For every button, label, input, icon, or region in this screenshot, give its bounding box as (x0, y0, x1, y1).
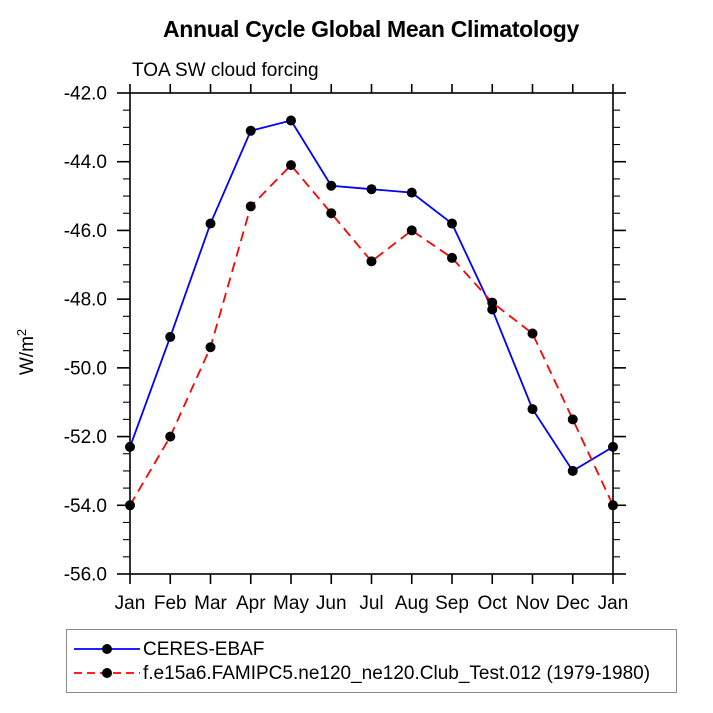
x-tick-label: Jun (316, 593, 347, 614)
model-line (129, 163, 614, 506)
x-tick-label: Nov (516, 593, 550, 614)
y-axis-label-base: W/m (17, 336, 38, 375)
y-tick-label: -50.0 (64, 358, 107, 379)
data-point (165, 331, 176, 342)
x-tick-label: Oct (477, 593, 507, 614)
y-tick-label: -54.0 (64, 496, 107, 517)
data-point (205, 218, 216, 229)
y-tick-label: -56.0 (64, 565, 107, 586)
legend-marker-icon (102, 668, 112, 678)
data-point (366, 256, 377, 267)
x-tick-label: Sep (435, 593, 469, 614)
data-point (447, 252, 457, 263)
data-point (245, 201, 256, 212)
data-point (125, 500, 135, 511)
data-point (406, 225, 417, 236)
x-tick-label: Jul (359, 593, 383, 614)
data-point (487, 304, 498, 315)
legend-marker-icon (102, 644, 112, 654)
data-point (165, 431, 176, 442)
data-point (286, 115, 296, 126)
chart-title: Annual Cycle Global Mean Climatology (163, 16, 580, 42)
legend-box: CERES-EBAF f.e15a6.FAMIPC5.ne120_ne120.C… (66, 629, 677, 693)
y-axis-label: W/m2 (14, 329, 38, 375)
plot-axes: -42.0 -44.0 -46.0 -48.0 -50.0 -52.0 -54.0 -56.0… (64, 84, 629, 615)
legend-entry-ceres: CERES-EBAF (71, 640, 676, 659)
chart-subtitle: TOA SW cloud forcing (132, 60, 319, 81)
data-point (447, 218, 457, 229)
data-point (567, 414, 578, 425)
y-tick-label: -44.0 (64, 152, 107, 173)
x-tick-label: Jan (598, 593, 629, 614)
series-layer (125, 115, 618, 511)
plot-frame (129, 92, 614, 575)
x-tick-label: May (273, 593, 309, 614)
data-point (567, 465, 578, 476)
x-tick-label: Mar (194, 593, 227, 614)
legend-entry-model: f.e15a6.FAMIPC5.ne120_ne120.Club_Test.01… (71, 664, 676, 683)
data-point (608, 441, 618, 452)
legend-label-ceres: CERES-EBAF (143, 638, 265, 660)
data-point (326, 208, 337, 219)
data-point (366, 184, 377, 195)
x-tick-label: Dec (556, 593, 590, 614)
x-tick-label: Feb (154, 593, 187, 614)
x-tick-label: Aug (395, 593, 429, 614)
legend-dashed-line-sample (74, 668, 140, 678)
data-point (406, 187, 417, 198)
legend-solid-line-sample (74, 644, 140, 654)
y-axis-label-exponent: 2 (14, 329, 29, 336)
data-point (487, 297, 498, 308)
legend-label-model: f.e15a6.FAMIPC5.ne120_ne120.Club_Test.01… (143, 662, 651, 684)
x-tick-label: Apr (236, 593, 266, 614)
y-tick-label: -48.0 (64, 290, 107, 311)
y-tick-label: -46.0 (64, 221, 107, 242)
y-tick-label: -52.0 (64, 427, 107, 448)
x-tick-label: Jan (115, 593, 146, 614)
data-point (205, 342, 216, 353)
data-point (527, 328, 538, 339)
ceres-line (129, 119, 614, 473)
data-point (245, 125, 256, 136)
data-point (527, 404, 538, 415)
data-point (608, 500, 618, 511)
data-point (125, 441, 135, 452)
data-point (326, 180, 337, 191)
data-point (286, 160, 296, 171)
y-tick-label: -42.0 (64, 84, 107, 105)
